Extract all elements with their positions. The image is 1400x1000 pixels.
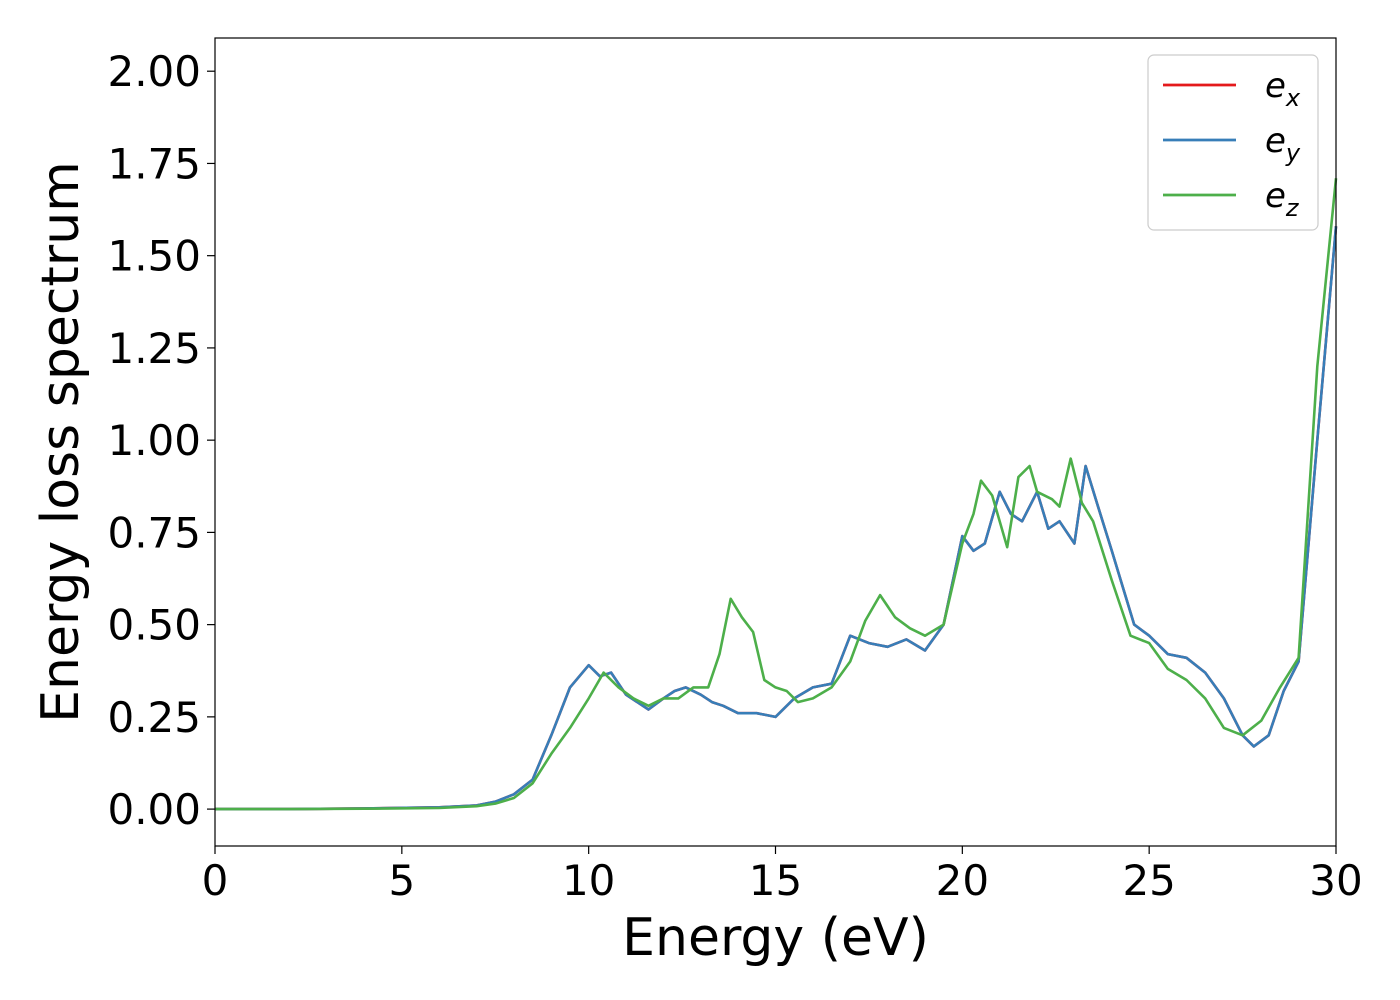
series-line-y	[215, 226, 1338, 811]
x-tick-label: 20	[936, 856, 989, 905]
y-tick-label: 2.00	[107, 47, 201, 96]
x-tick-label: 15	[749, 856, 802, 905]
x-tick-label: 30	[1309, 856, 1362, 905]
y-axis-label: Energy loss spectrum	[31, 161, 91, 723]
y-tick-label: 1.25	[107, 324, 201, 373]
y-tick-label: 0.50	[107, 601, 201, 650]
y-axis: 0.00 0.25 0.50 0.75 1.00 1.25 1.50 1.75 2.00	[107, 47, 215, 834]
y-tick-label: 1.50	[107, 232, 201, 281]
x-axis-label: Energy (eV)	[622, 908, 929, 968]
y-tick-label: 0.75	[107, 508, 201, 557]
x-tick-label: 5	[388, 856, 415, 905]
series-layer	[215, 178, 1338, 811]
y-tick-label: 0.00	[107, 785, 201, 834]
legend-box	[1147, 54, 1319, 231]
x-axis: 0 5 10 15 20 25 30	[202, 846, 1363, 905]
legend-label-z: ez	[1265, 176, 1300, 222]
y-tick-label: 0.25	[107, 693, 201, 742]
legend-label-x: ex	[1265, 66, 1301, 112]
y-tick-label: 1.00	[107, 416, 201, 465]
series-line-x	[215, 226, 1338, 811]
x-tick-label: 25	[1122, 856, 1175, 905]
series-line-z	[215, 178, 1338, 811]
legend-label-y: ey	[1265, 121, 1301, 167]
y-tick-label: 1.75	[107, 139, 201, 188]
x-tick-label: 0	[202, 856, 229, 905]
x-tick-label: 10	[562, 856, 615, 905]
legend: ex ey ez	[1147, 54, 1319, 231]
